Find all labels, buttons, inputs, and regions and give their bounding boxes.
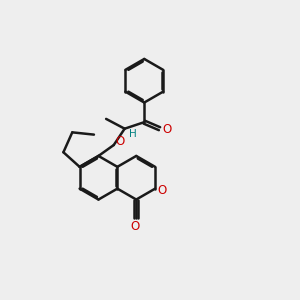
Text: O: O <box>163 123 172 136</box>
Text: O: O <box>158 184 167 197</box>
Text: O: O <box>115 135 124 148</box>
Text: H: H <box>129 129 136 139</box>
Text: O: O <box>130 220 140 233</box>
